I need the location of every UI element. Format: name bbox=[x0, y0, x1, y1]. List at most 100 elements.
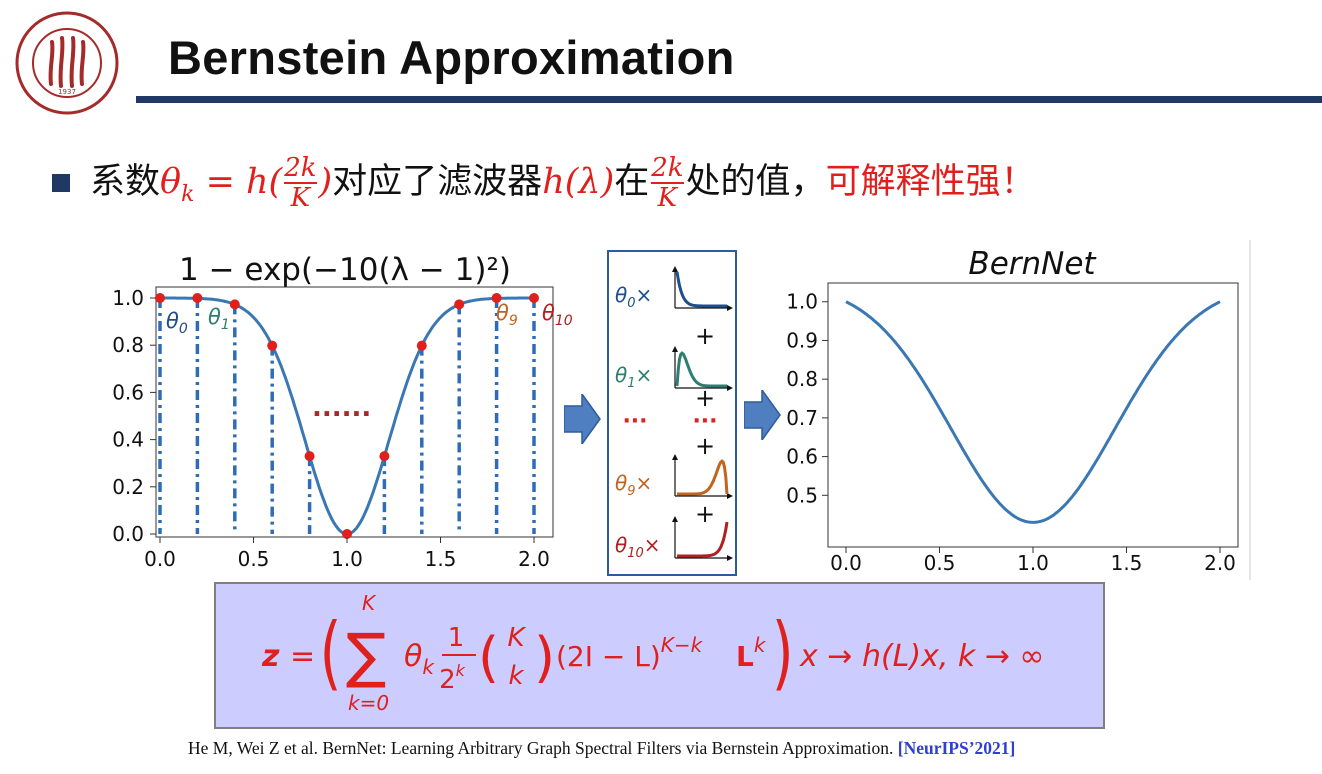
x-tick-label: 1.5 bbox=[425, 547, 457, 571]
basis-label: θ9× bbox=[615, 471, 652, 499]
citation-text: He M, Wei Z et al. BernNet: Learning Arb… bbox=[188, 738, 894, 758]
university-logo: 1937 bbox=[15, 11, 119, 115]
sample-point bbox=[491, 293, 502, 303]
theta-9-label: θ9 bbox=[496, 301, 518, 329]
svg-text:): ) bbox=[772, 607, 794, 700]
basis-label: θ10× bbox=[615, 533, 661, 561]
basis-panel: θ0× θ1× θ9× θ10× + + + + ··· ··· bbox=[607, 250, 737, 576]
svg-text:(: ( bbox=[478, 626, 499, 689]
dots-label: ...... bbox=[312, 393, 371, 423]
x-tick-label: 0.5 bbox=[238, 547, 270, 571]
x-tick-label: 1.5 bbox=[1111, 551, 1143, 575]
left-chart: 1 − exp(−10(λ − 1)²) 0.0 0.5 1.0 1.5 2.0 0.0 0… bbox=[112, 252, 573, 571]
basis-curve bbox=[677, 521, 729, 558]
x-tick-label: 1.0 bbox=[1017, 551, 1049, 575]
bullet-line: 系数θk = h(2k K)对应了滤波器h(λ)在 2k K 处的值，可解释性强！ bbox=[52, 140, 1312, 220]
x-tick-label: 0.5 bbox=[924, 551, 956, 575]
y-tick-label: 0.5 bbox=[786, 483, 818, 507]
svg-text:): ) bbox=[534, 626, 555, 689]
bullet-text-4: 处的值， bbox=[685, 162, 826, 202]
sample-point bbox=[192, 293, 203, 303]
h-close: ) bbox=[318, 162, 333, 202]
formula-box: z = ( K ∑ k=0 θk 1 2k ( K k ) (2I − L)K−… bbox=[214, 582, 1105, 729]
plus-sign: + bbox=[695, 432, 715, 460]
sum-bottom: k=0 bbox=[348, 691, 389, 715]
sample-point bbox=[416, 340, 427, 351]
bullet-square-icon bbox=[52, 174, 70, 192]
y-tick-label: 0.6 bbox=[112, 380, 144, 404]
y-tick-label: 0.7 bbox=[786, 406, 818, 430]
plus-sign: + bbox=[695, 322, 715, 350]
svg-text:θk: θk bbox=[404, 639, 435, 679]
left-chart-title: 1 − exp(−10(λ − 1)²) bbox=[179, 252, 511, 288]
x-tick-label: 0.0 bbox=[830, 551, 862, 575]
x-tick-label: 0.0 bbox=[144, 547, 176, 571]
sample-point bbox=[229, 299, 240, 310]
left-chart-frame bbox=[155, 286, 554, 538]
y-tick-label: 0.2 bbox=[112, 475, 144, 499]
theta-10-label: θ10 bbox=[542, 301, 573, 329]
sample-point bbox=[379, 451, 390, 462]
plus-sign: + bbox=[695, 500, 715, 528]
y-tick-label: 1.0 bbox=[112, 286, 144, 310]
basis-label: θ0× bbox=[615, 283, 652, 311]
basis-curve bbox=[675, 271, 727, 308]
y-tick-label: 0.0 bbox=[112, 522, 144, 546]
sample-point bbox=[304, 451, 315, 462]
x-tick-label: 1.0 bbox=[331, 547, 363, 571]
y-tick-label: 0.6 bbox=[786, 445, 818, 469]
sample-point bbox=[267, 340, 278, 351]
right-chart-title: BernNet bbox=[968, 246, 1097, 282]
y-tick-label: 0.9 bbox=[786, 328, 818, 352]
frac-2k-K-2: 2k K bbox=[651, 153, 684, 213]
slide-title: Bernstein Approximation bbox=[168, 31, 735, 84]
formula: z = ( K ∑ k=0 θk 1 2k ( K k ) (2I − L)K−… bbox=[261, 591, 1045, 715]
bullet-text-3: 在 bbox=[614, 162, 650, 202]
y-tick-label: 1.0 bbox=[786, 290, 818, 314]
basis-curve bbox=[675, 351, 727, 388]
theta-1-label: θ1 bbox=[208, 305, 230, 333]
title-rule bbox=[136, 96, 1322, 103]
formula-tail: x → h(L)x, k → ∞ bbox=[799, 639, 1045, 674]
svg-text:k: k bbox=[508, 661, 524, 691]
svg-text:=: = bbox=[290, 639, 315, 674]
frac-2k-K: 2k K bbox=[284, 153, 317, 213]
y-tick-label: 0.8 bbox=[786, 367, 818, 391]
citation-venue[interactable]: [NeurIPS’2021] bbox=[897, 738, 1016, 758]
ellipsis-left: ··· bbox=[622, 409, 647, 434]
bullet-text-2: 对应了滤波器 bbox=[332, 162, 543, 202]
sample-point bbox=[342, 529, 352, 539]
theta-k: θk bbox=[160, 162, 195, 207]
theta-0-label: θ0 bbox=[166, 309, 188, 337]
y-tick-label: 0.4 bbox=[112, 428, 144, 452]
arrow-right-icon bbox=[564, 394, 601, 444]
bullet-text-1: 系数 bbox=[90, 162, 161, 202]
right-chart-frame bbox=[827, 282, 1239, 548]
sample-point bbox=[454, 299, 465, 310]
sum-top: K bbox=[362, 591, 377, 615]
sample-point bbox=[529, 293, 539, 303]
ellipsis-right: ··· bbox=[692, 409, 717, 434]
sample-point bbox=[155, 293, 165, 303]
bullet-emphasis: 可解释性强！ bbox=[825, 162, 1036, 202]
formula-z: z bbox=[261, 639, 280, 674]
basis-label: θ1× bbox=[615, 363, 652, 391]
svg-text:(2I − L)K−k: (2I − L)K−k bbox=[556, 633, 704, 673]
svg-text:2k: 2k bbox=[439, 661, 466, 695]
x-tick-label: 2.0 bbox=[1204, 551, 1236, 575]
h-open: = h( bbox=[194, 162, 283, 202]
svg-text:(: ( bbox=[320, 607, 342, 700]
citation: He M, Wei Z et al. BernNet: Learning Arb… bbox=[188, 738, 1015, 759]
svg-text:1: 1 bbox=[448, 623, 465, 653]
svg-text:Lk: Lk bbox=[736, 633, 767, 673]
plus-sign: + bbox=[695, 384, 715, 412]
series-line bbox=[845, 300, 1221, 524]
right-chart: BernNet 0.0 0.5 1.0 1.5 2.0 0.5 0.6 0.7 0.8 0.9 1.… bbox=[786, 240, 1251, 580]
sum-sign-icon: ∑ bbox=[346, 621, 386, 691]
svg-text:K: K bbox=[507, 623, 526, 653]
logo-year: 1937 bbox=[58, 88, 76, 96]
y-tick-label: 0.8 bbox=[112, 333, 144, 357]
h-lambda: h(λ) bbox=[542, 162, 615, 202]
arrow-right-icon-2 bbox=[744, 390, 781, 440]
basis-curve bbox=[677, 459, 729, 496]
